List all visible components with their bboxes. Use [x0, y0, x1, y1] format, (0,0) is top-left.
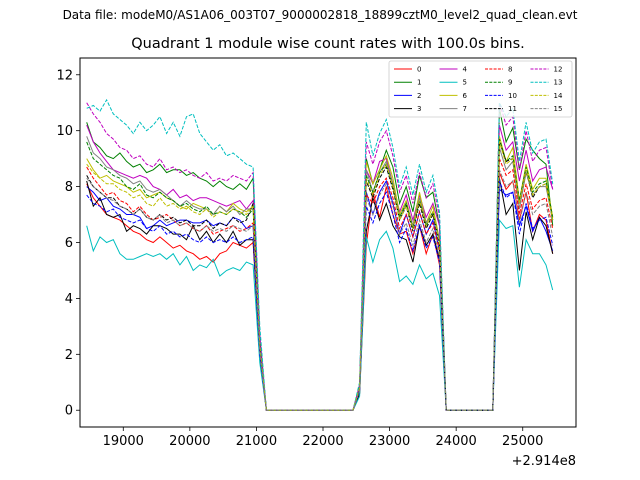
legend-label-8: 8	[508, 66, 512, 74]
series-line-10	[86, 180, 554, 411]
legend-label-11: 11	[508, 105, 517, 113]
y-tick-label: 10	[56, 124, 73, 139]
series-line-1	[86, 108, 554, 411]
y-tick-label: 12	[56, 68, 73, 83]
y-tick-label: 8	[65, 180, 73, 195]
series-line-15	[86, 169, 554, 411]
series-line-2	[86, 179, 554, 411]
series-line-9	[86, 138, 554, 411]
x-offset-label: +2.914e8	[512, 454, 576, 469]
legend-label-15: 15	[554, 105, 563, 113]
series-line-4	[86, 124, 554, 411]
legend-label-2: 2	[417, 92, 421, 100]
x-tick-label: 24000	[435, 434, 476, 449]
legend-label-0: 0	[417, 66, 421, 74]
figure-supertitle: Data file: modeM0/AS1A06_003T07_90000028…	[62, 8, 578, 22]
x-tick-label: 19000	[103, 434, 144, 449]
x-tick-label: 20000	[169, 434, 210, 449]
series-line-11	[86, 141, 554, 411]
legend-label-6: 6	[463, 92, 468, 100]
legend-box	[388, 60, 573, 118]
legend-label-5: 5	[463, 79, 467, 87]
y-tick-label: 0	[65, 404, 73, 419]
legend-label-9: 9	[508, 79, 512, 87]
chart-title: Quadrant 1 module wise count rates with …	[131, 36, 525, 52]
series-line-8	[86, 158, 554, 411]
series-line-6	[86, 136, 554, 411]
legend-label-1: 1	[417, 79, 421, 87]
legend-label-14: 14	[554, 92, 563, 100]
series-line-3	[86, 178, 554, 411]
legend-label-10: 10	[508, 92, 517, 100]
legend-label-7: 7	[463, 105, 467, 113]
y-tick-label: 4	[65, 292, 73, 307]
series-line-14	[86, 141, 554, 411]
legend-label-12: 12	[554, 66, 563, 74]
legend-label-3: 3	[417, 105, 421, 113]
y-tick-label: 2	[65, 348, 73, 363]
series-line-7	[86, 136, 554, 411]
x-tick-label: 21000	[236, 434, 277, 449]
series-line-5	[86, 218, 554, 411]
y-tick-label: 6	[65, 236, 73, 251]
x-tick-label: 22000	[302, 434, 343, 449]
x-tick-label: 25000	[502, 434, 543, 449]
legend-label-4: 4	[463, 66, 468, 74]
legend-label-13: 13	[554, 79, 563, 87]
x-tick-label: 23000	[369, 434, 410, 449]
series-line-12	[86, 102, 554, 411]
series-line-0	[86, 172, 554, 411]
